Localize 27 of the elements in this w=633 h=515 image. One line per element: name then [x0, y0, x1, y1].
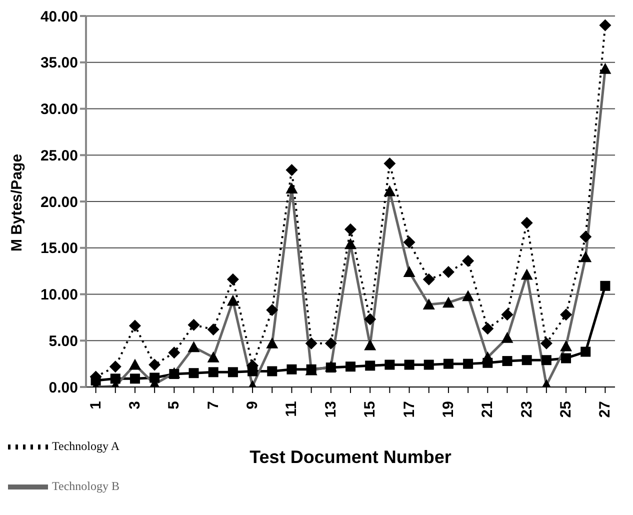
x-tick-label: 19 — [440, 401, 457, 418]
x-tick-label: 17 — [400, 401, 418, 418]
x-tick-label: 7 — [204, 401, 222, 410]
x-tick-label: 23 — [518, 401, 536, 418]
y-tick-label: 35.00 — [40, 54, 78, 72]
x-tick-label: 21 — [479, 401, 496, 418]
legend-label: Technology B — [52, 478, 120, 493]
x-tick-label: 15 — [362, 401, 379, 418]
y-tick-label: 15.00 — [40, 240, 78, 258]
y-tick-label: 30.00 — [40, 101, 78, 118]
legend-label: Technology A — [52, 438, 120, 453]
x-axis-title: Test Document Number — [250, 447, 452, 467]
x-tick-label: 1 — [87, 401, 104, 410]
y-tick-label: 0.00 — [48, 379, 78, 396]
y-tick-label: 25.00 — [40, 147, 78, 164]
y-tick-label: 5.00 — [48, 332, 78, 350]
x-tick-label: 11 — [283, 401, 300, 417]
x-tick-label: 3 — [126, 401, 144, 410]
x-tick-label: 9 — [244, 401, 262, 410]
y-tick-label: 40.00 — [40, 8, 78, 26]
y-tick-label: 10.00 — [40, 286, 78, 304]
x-tick-label: 5 — [166, 401, 183, 410]
y-axis-title: M Bytes/Page — [8, 154, 26, 252]
y-tick-label: 20.00 — [40, 194, 78, 211]
x-tick-label: 25 — [558, 401, 575, 418]
x-tick-label: 13 — [322, 401, 340, 418]
x-tick-label: 27 — [596, 401, 614, 418]
